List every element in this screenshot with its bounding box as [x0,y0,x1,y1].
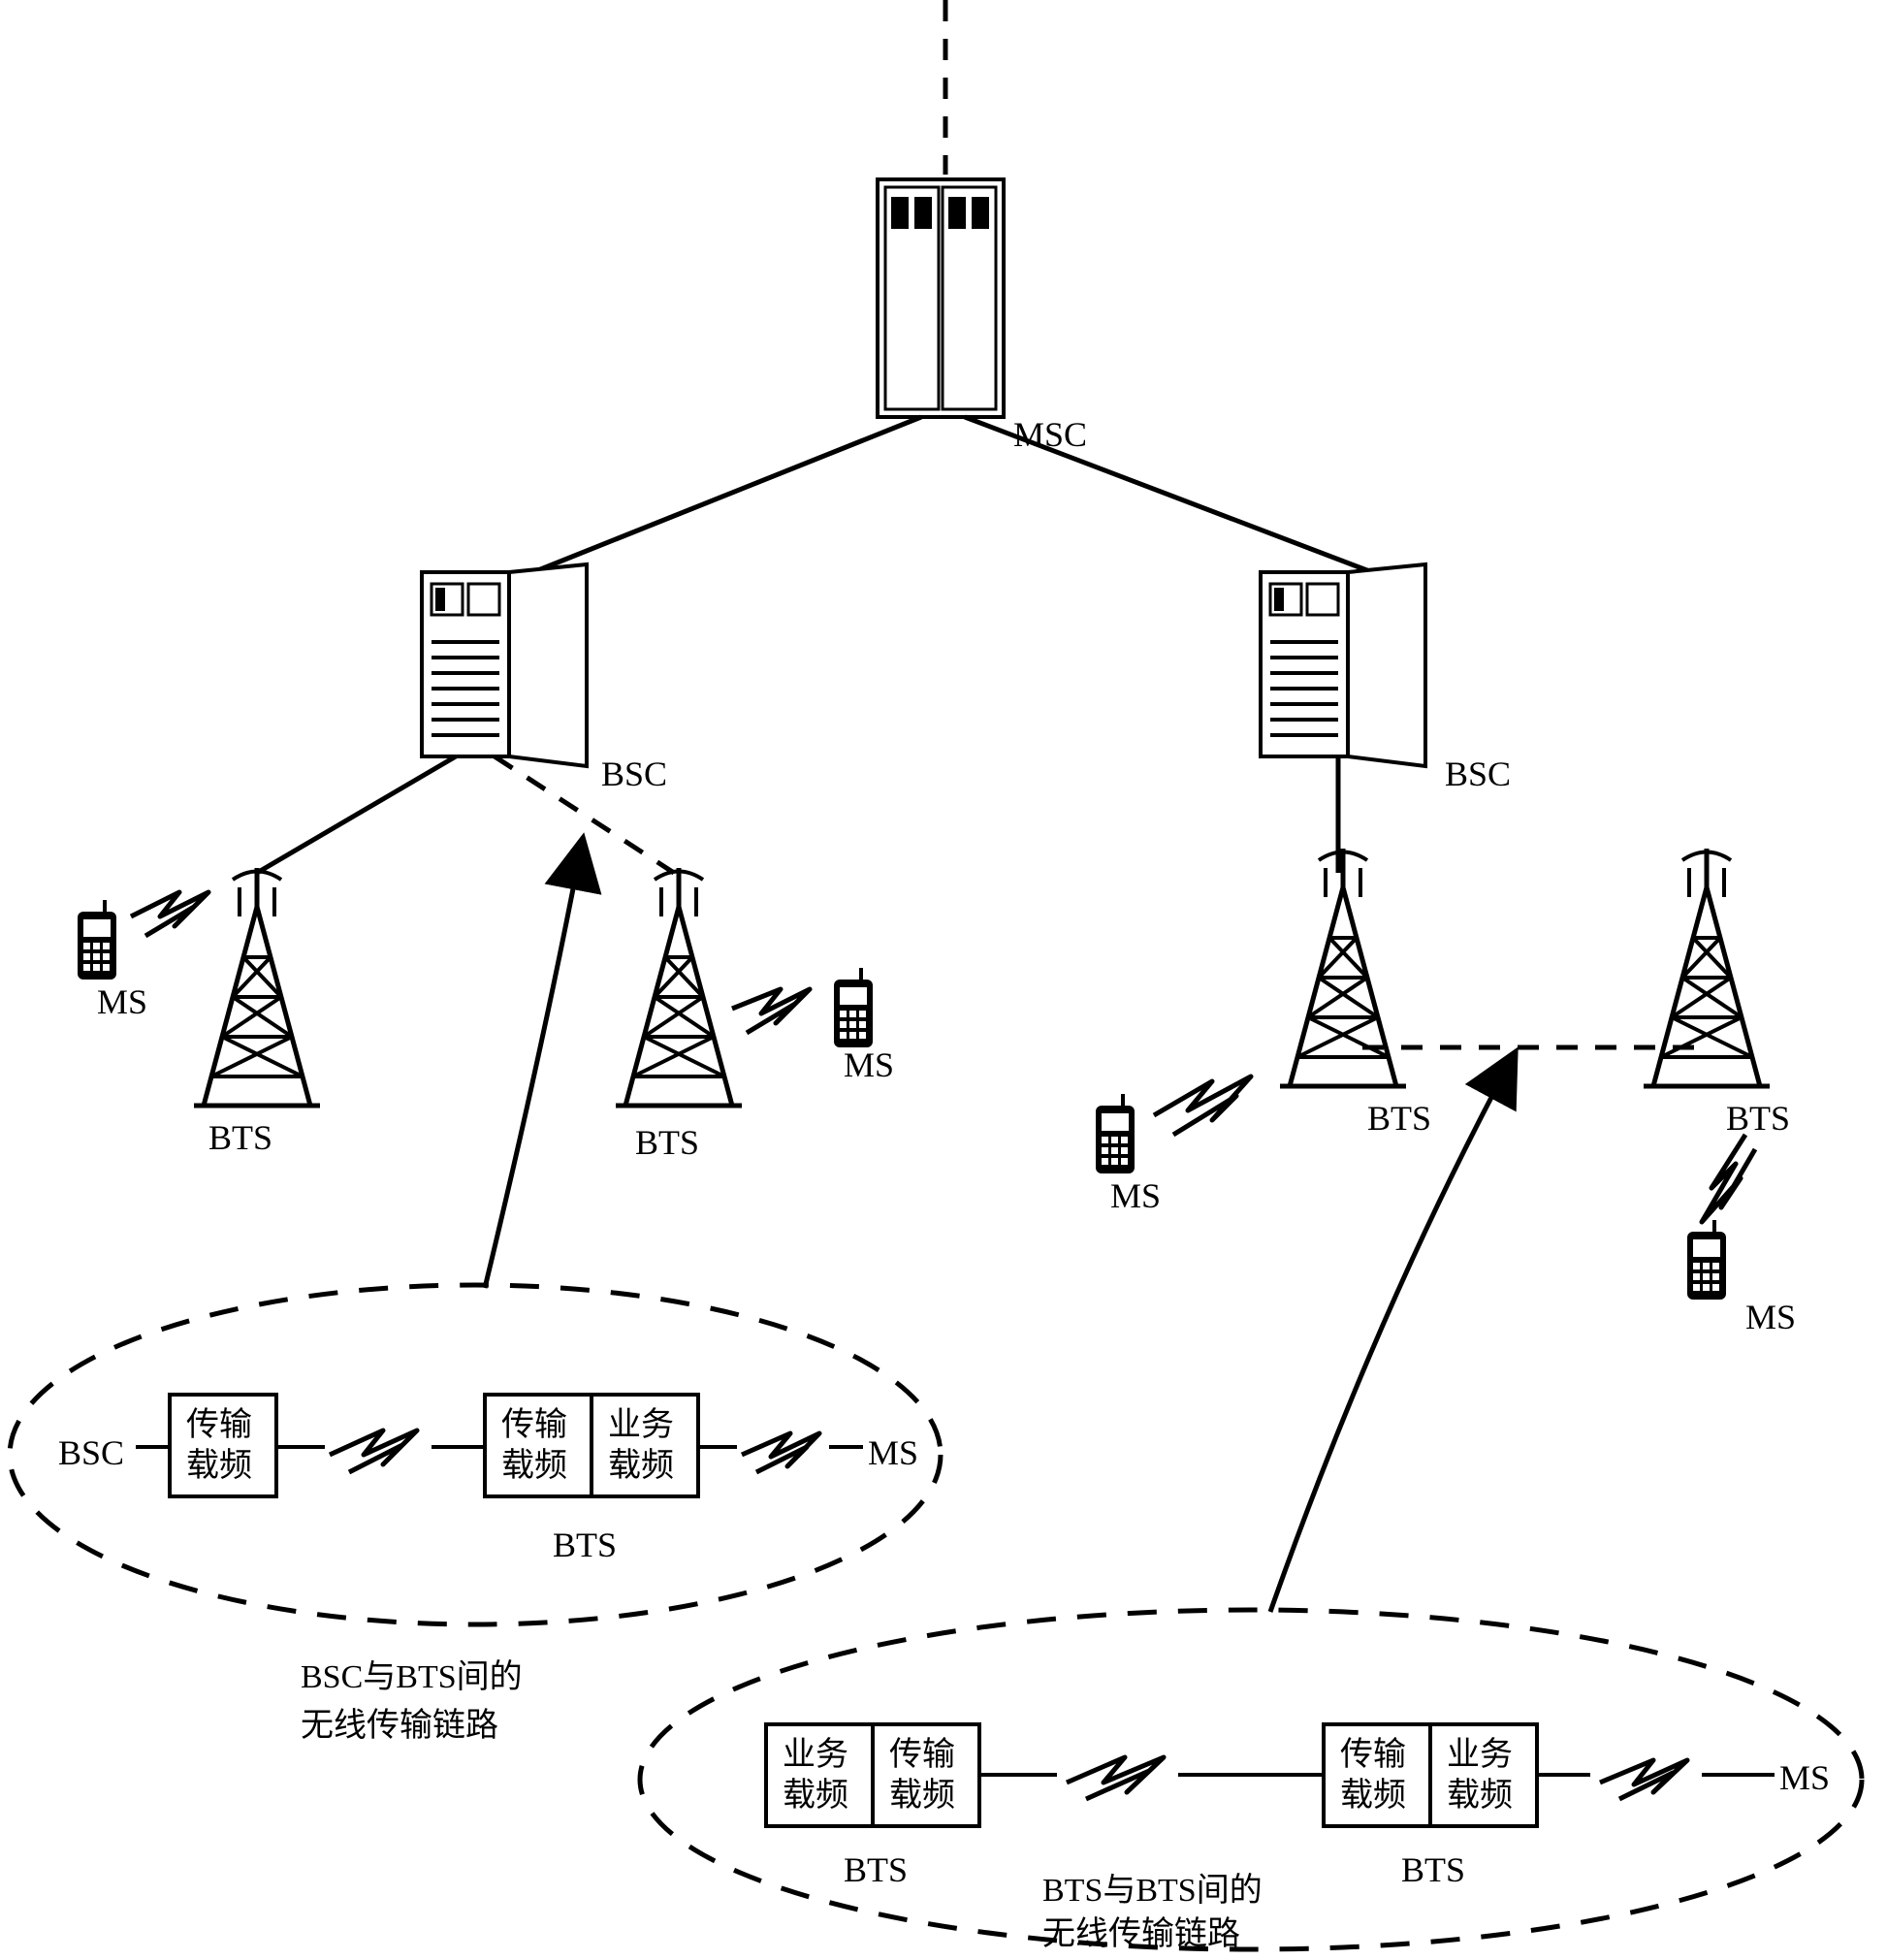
bts4-tower [1644,849,1770,1086]
box-a2-l1: 传输 [501,1406,567,1443]
box-b1-l2: 载频 [783,1777,848,1814]
bolt-ms3-bts3 [1154,1076,1251,1135]
link-bsc1-bts1 [257,756,456,873]
detail-bts-c-label: BTS [1401,1850,1465,1889]
link-msc-bsc1 [533,417,921,572]
box-a1-l2: 载频 [186,1447,252,1484]
caption2-l2: 无线传输链路 [1042,1915,1240,1952]
box-b4-l2: 载频 [1447,1777,1513,1814]
bsc1-label: BSC [601,755,667,793]
caption1-l1: BSC与BTS间的 [301,1658,523,1695]
ms1-label: MS [97,982,147,1021]
bsc2-label: BSC [1445,755,1511,793]
ms2-label: MS [844,1045,894,1084]
bts3-label: BTS [1367,1099,1431,1138]
box-a1-l1: 传输 [186,1406,252,1443]
box-b1-l1: 业务 [783,1736,848,1773]
detail-bsc-label: BSC [58,1433,124,1472]
ms1-phone [78,900,116,980]
link-msc-bsc2 [965,417,1372,572]
caption2-l1: BTS与BTS间的 [1042,1872,1263,1909]
callout-arrow-b [1270,1057,1513,1612]
detail-bts-b-label: BTS [844,1850,908,1889]
bolt-bts4-ms4 [1702,1135,1755,1222]
msc-node [878,179,1004,417]
ms2-phone [834,968,873,1047]
box-b3-l2: 载频 [1340,1777,1406,1814]
ms3-phone [1096,1094,1135,1173]
ms4-label: MS [1745,1298,1796,1336]
bsc2-node [1261,564,1425,766]
bolt-detail-a2 [742,1433,819,1472]
ms4-phone [1687,1220,1726,1300]
bts2-tower [616,868,742,1106]
bts2-label: BTS [635,1123,699,1162]
box-a3-l1: 业务 [608,1406,674,1443]
bsc1-node [422,564,587,766]
bts3-tower [1280,849,1406,1086]
bts1-label: BTS [208,1118,272,1157]
bts1-tower [194,868,320,1106]
callout-arrow-a [485,844,582,1288]
caption1-l2: 无线传输链路 [301,1707,498,1744]
bolt-detail-b1 [1067,1757,1164,1799]
detail-bts-a-label: BTS [553,1526,617,1564]
bolt-ms1-bts1 [131,892,208,936]
bolt-detail-a1 [330,1430,417,1472]
detail-ms-a-label: MS [868,1433,918,1472]
ms3-label: MS [1110,1176,1161,1215]
bolt-bts2-ms2 [732,989,810,1033]
bolt-detail-b2 [1600,1760,1687,1799]
box-a3-l2: 载频 [608,1447,674,1484]
detail-ms-b-label: MS [1779,1758,1830,1797]
bts4-label: BTS [1726,1099,1790,1138]
box-b2-l2: 载频 [889,1777,955,1814]
box-a2-l2: 载频 [501,1447,567,1484]
box-b3-l1: 传输 [1340,1736,1406,1773]
box-b2-l1: 传输 [889,1736,955,1773]
box-b4-l1: 业务 [1447,1736,1513,1773]
